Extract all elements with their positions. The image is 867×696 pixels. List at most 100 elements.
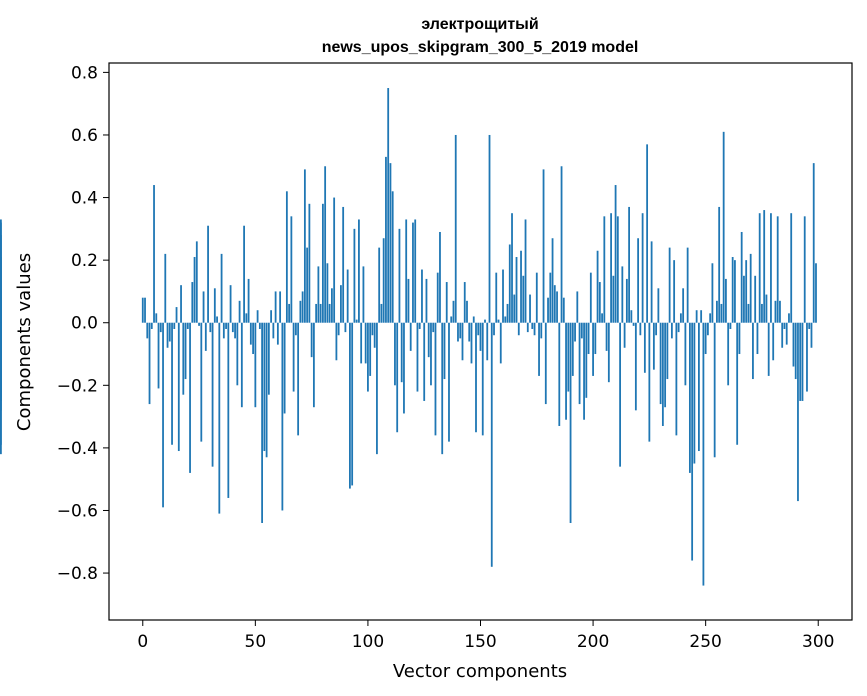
x-tick-label: 150 <box>464 632 496 652</box>
bar <box>589 272 592 323</box>
bar <box>252 322 254 355</box>
bar <box>619 322 621 467</box>
bar <box>346 269 349 323</box>
bar <box>601 313 603 323</box>
bar <box>788 313 790 323</box>
bar <box>522 275 525 323</box>
bar <box>502 269 504 323</box>
bar <box>625 278 628 323</box>
x-tick-label: 200 <box>577 632 609 652</box>
bar <box>146 322 149 339</box>
bar <box>614 185 617 323</box>
bar <box>709 313 712 323</box>
bar <box>360 322 363 364</box>
bar <box>767 322 770 376</box>
bar <box>351 322 354 486</box>
bar <box>195 241 198 323</box>
bar <box>738 322 741 355</box>
bar <box>558 322 561 426</box>
bar <box>331 288 333 323</box>
bar <box>664 322 667 408</box>
bar <box>479 322 482 351</box>
bar <box>333 197 336 323</box>
bar <box>409 322 412 351</box>
bar <box>675 322 678 436</box>
bar <box>141 297 144 323</box>
bar <box>765 294 768 323</box>
bar <box>200 322 203 442</box>
bar <box>547 297 549 323</box>
bar <box>524 219 527 323</box>
bar-series <box>0 88 817 586</box>
y-tick-label: −0.4 <box>57 439 98 459</box>
bar <box>191 282 194 323</box>
bar <box>276 322 279 345</box>
bar <box>358 219 360 323</box>
bar <box>373 322 376 348</box>
bar <box>556 291 558 323</box>
x-tick-label: 50 <box>245 632 267 652</box>
bar <box>319 303 322 323</box>
bar <box>650 241 653 323</box>
bar <box>312 322 315 408</box>
bar <box>270 310 273 323</box>
bar <box>272 322 275 339</box>
bar <box>731 257 734 323</box>
bar <box>344 322 347 333</box>
bar <box>355 319 358 323</box>
bar <box>567 322 570 392</box>
bar <box>506 303 509 323</box>
bar <box>551 238 554 323</box>
bar <box>430 322 432 386</box>
bar <box>265 322 268 458</box>
bar <box>391 191 394 323</box>
bar <box>495 272 498 323</box>
bar <box>756 322 759 355</box>
bar <box>794 322 797 380</box>
bar <box>308 203 311 323</box>
x-axis: 0 50 100 150 200 250 300 <box>137 620 834 652</box>
bar <box>168 322 171 342</box>
bar <box>747 303 750 323</box>
bar <box>531 322 534 329</box>
bar <box>565 322 567 420</box>
bar <box>427 322 430 358</box>
bar <box>157 322 160 389</box>
chart-title-line-1: электрощитый <box>421 16 538 33</box>
bar <box>652 322 655 370</box>
bar <box>454 134 457 323</box>
bar <box>623 322 626 348</box>
bar <box>711 263 714 323</box>
bar <box>340 285 342 323</box>
bar <box>499 322 502 364</box>
bar <box>743 275 745 323</box>
bar <box>810 322 813 348</box>
y-axis-label: Components values <box>14 253 35 431</box>
bar <box>497 319 500 323</box>
bar <box>700 310 703 323</box>
bar <box>238 300 241 323</box>
bar <box>670 322 673 339</box>
bar <box>754 275 757 323</box>
bar <box>646 144 649 323</box>
bar <box>193 257 196 323</box>
bar <box>0 235 2 323</box>
y-tick-label: 0.4 <box>71 189 98 209</box>
bar <box>688 322 691 473</box>
bar <box>616 216 619 323</box>
bar <box>592 322 594 376</box>
bar <box>387 88 390 323</box>
bar <box>218 322 221 514</box>
bar <box>513 294 516 323</box>
bar <box>317 266 320 323</box>
bar <box>342 206 345 323</box>
bar <box>538 322 540 376</box>
bar <box>607 322 610 383</box>
bar <box>173 322 176 329</box>
bar <box>598 282 601 323</box>
bar <box>628 206 630 323</box>
bar <box>229 285 232 323</box>
bar <box>412 222 414 323</box>
bar <box>799 322 802 401</box>
bar <box>481 322 484 436</box>
